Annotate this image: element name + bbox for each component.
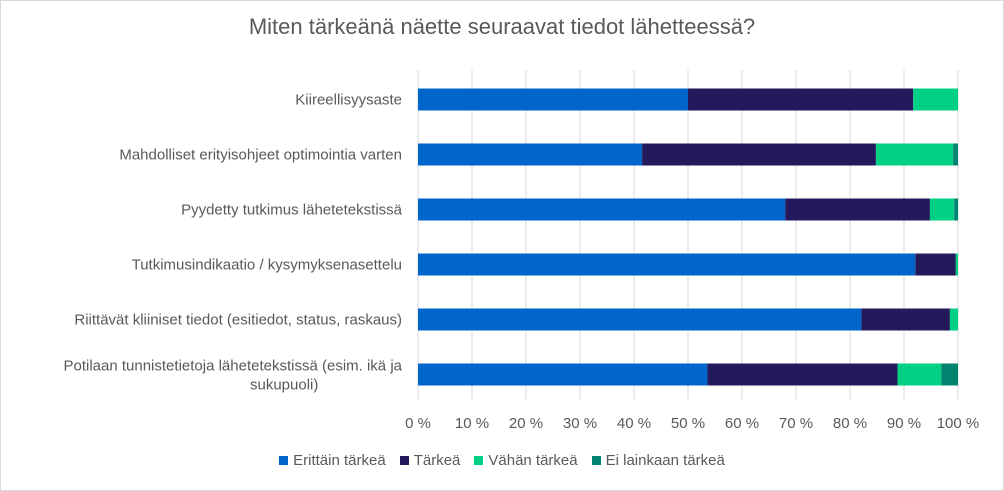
x-tick-label: 50 %: [671, 415, 705, 432]
x-tick-label: 20 %: [509, 415, 543, 432]
bar-segment: [897, 363, 942, 386]
bar-segment: [418, 253, 916, 276]
bar-segment: [875, 143, 954, 166]
x-tick-label: 60 %: [725, 415, 759, 432]
bar-segment: [929, 198, 955, 221]
legend-label: Tärkeä: [413, 452, 461, 469]
bar-segment: [949, 308, 958, 331]
category-label: Tutkimusindikaatio / kysymyksenasettelu: [132, 257, 402, 274]
legend-item: Ei lainkaan tärkeä: [591, 452, 725, 469]
bar-segment: [861, 308, 950, 331]
bar-segment: [913, 88, 958, 111]
legend-swatch: [279, 456, 289, 465]
legend: Erittäin tärkeä Tärkeä Vähän tärkeä Ei lain…: [0, 452, 1004, 469]
bar-segment: [953, 143, 958, 166]
legend-swatch: [591, 456, 601, 465]
x-tick-label: 10 %: [455, 415, 489, 432]
bar-segment: [941, 363, 958, 386]
category-label: Kiireellisyysaste: [295, 92, 402, 109]
x-tick-label: 80 %: [833, 415, 867, 432]
legend-label: Erittäin tärkeä: [293, 452, 386, 469]
bar-segment: [642, 143, 876, 166]
bar-segment: [418, 308, 862, 331]
bar-segment: [418, 363, 708, 386]
bar-segment: [418, 143, 643, 166]
x-tick-label: 30 %: [563, 415, 597, 432]
bar-segment: [418, 198, 786, 221]
legend-swatch: [474, 456, 484, 465]
x-tick-label: 0 %: [405, 415, 431, 432]
bar-segment: [688, 88, 914, 111]
category-label: Riittävät kliiniset tiedot (esitiedot, s…: [74, 312, 402, 329]
bar-segment: [954, 198, 958, 221]
bar-segment: [955, 253, 958, 276]
category-label: Mahdolliset erityisohjeet optimointia va…: [119, 147, 402, 164]
legend-swatch: [399, 456, 409, 465]
category-label: Potilaan tunnistetietoja lähetetekstissä…: [63, 358, 402, 394]
legend-item: Vähän tärkeä: [474, 452, 578, 469]
legend-item: Tärkeä: [399, 452, 461, 469]
legend-label: Ei lainkaan tärkeä: [605, 452, 725, 469]
x-tick-label: 90 %: [887, 415, 921, 432]
legend-label: Vähän tärkeä: [488, 452, 578, 469]
bar-segment: [915, 253, 956, 276]
x-tick-label: 100 %: [937, 415, 980, 432]
chart-title: Miten tärkeänä näette seuraavat tiedot l…: [248, 14, 756, 39]
x-tick-label: 70 %: [779, 415, 813, 432]
category-label: Pyydetty tutkimus lähetetekstissä: [181, 202, 403, 219]
bar-segment: [785, 198, 930, 221]
legend-item: Erittäin tärkeä: [279, 452, 386, 469]
bar-segment: [418, 88, 688, 111]
bar-segment: [707, 363, 898, 386]
x-tick-label: 40 %: [617, 415, 651, 432]
